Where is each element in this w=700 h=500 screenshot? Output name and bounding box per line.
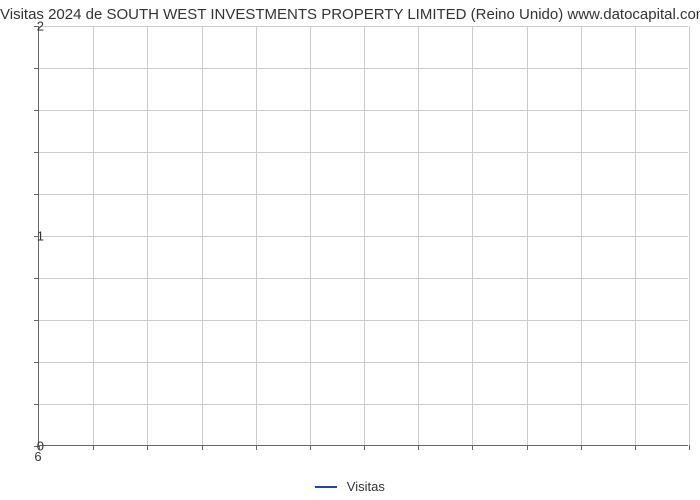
- x-axis-label: 6: [34, 449, 41, 464]
- x-tick: [310, 445, 311, 450]
- x-tick: [581, 445, 582, 450]
- plot-area: [38, 26, 688, 446]
- gridline-vertical: [635, 26, 636, 445]
- gridline-vertical: [472, 26, 473, 445]
- gridline-vertical: [310, 26, 311, 445]
- x-tick: [472, 445, 473, 450]
- y-axis-label: 2: [4, 19, 44, 34]
- visits-chart: Visitas 2024 de SOUTH WEST INVESTMENTS P…: [0, 0, 700, 500]
- x-tick: [147, 445, 148, 450]
- x-tick: [689, 445, 690, 450]
- gridline-vertical: [418, 26, 419, 445]
- chart-title: Visitas 2024 de SOUTH WEST INVESTMENTS P…: [0, 6, 700, 23]
- x-tick: [364, 445, 365, 450]
- x-tick: [93, 445, 94, 450]
- y-axis-label: 1: [4, 229, 44, 244]
- gridline-vertical: [202, 26, 203, 445]
- gridline-vertical: [581, 26, 582, 445]
- legend-line-swatch: [315, 486, 337, 488]
- x-tick: [635, 445, 636, 450]
- y-tick: [34, 194, 39, 195]
- legend-label: Visitas: [347, 479, 385, 494]
- gridline-vertical: [689, 26, 690, 445]
- gridline-vertical: [364, 26, 365, 445]
- y-tick: [34, 68, 39, 69]
- y-tick: [34, 152, 39, 153]
- x-tick: [256, 445, 257, 450]
- x-tick: [418, 445, 419, 450]
- gridline-vertical: [93, 26, 94, 445]
- y-tick: [34, 320, 39, 321]
- gridline-vertical: [256, 26, 257, 445]
- y-tick: [34, 404, 39, 405]
- y-tick: [34, 110, 39, 111]
- x-tick: [527, 445, 528, 450]
- chart-legend: Visitas: [0, 478, 700, 494]
- x-tick: [202, 445, 203, 450]
- y-tick: [34, 278, 39, 279]
- y-tick: [34, 362, 39, 363]
- gridline-vertical: [147, 26, 148, 445]
- gridline-vertical: [527, 26, 528, 445]
